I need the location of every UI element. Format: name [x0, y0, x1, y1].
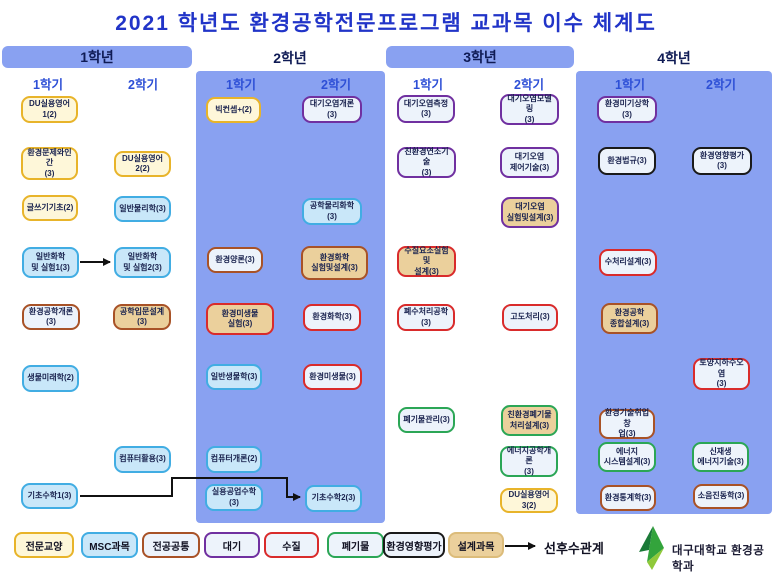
legend-item-eia: 환경영향평가 [383, 532, 445, 558]
legend-item-air: 대기 [204, 532, 260, 558]
legend-item-major: 전공공통 [142, 532, 200, 558]
course-box: 소음진동학(3) [693, 484, 749, 509]
course-box: 일반생물학(3) [206, 364, 262, 390]
year-header-3: 3학년 [386, 46, 574, 68]
course-box: 수처리설계(3) [599, 249, 657, 276]
course-box: DU실용영어1(2) [21, 96, 78, 123]
course-box: 일반물리학(3) [114, 196, 171, 222]
semester-label-y4s1: 1학기 [615, 78, 645, 92]
legend-item-water: 수질 [264, 532, 319, 558]
course-box: 기초수학2(3) [305, 485, 362, 512]
course-box: 환경양론(3) [207, 247, 263, 273]
course-box: 일반화학 및 실험2(3) [114, 247, 171, 278]
course-box: 환경화학(3) [303, 304, 361, 331]
course-box: 폐기물관리(3) [398, 407, 455, 433]
year-header-3-label: 3학년 [463, 49, 497, 65]
course-box: 수질요소실험및 설계(3) [397, 246, 456, 277]
year-header-4: 4학년 [657, 50, 691, 66]
semester-label-y4s2: 2학기 [706, 78, 736, 92]
course-box: 고도처리(3) [502, 304, 558, 331]
course-box: 컴퓨터개론(2) [206, 446, 262, 473]
page-title: 2021 학년도 환경공학전문프로그램 교과목 이수 체계도 [115, 12, 657, 35]
course-box: 환경문제와인간 (3) [21, 147, 78, 180]
semester-label-y2s1: 1학기 [226, 78, 256, 92]
course-box: 공학물리화학(3) [302, 198, 362, 225]
year-header-1-label: 1학년 [80, 49, 114, 65]
semester-label-y1s1: 1학기 [33, 78, 63, 92]
university-department-name: 대구대학교 환경공학과 [672, 545, 765, 573]
course-box: 빅컨셉+(2) [206, 97, 261, 123]
course-box: 환경법규(3) [598, 147, 656, 175]
course-box: 글쓰기기초(2) [22, 195, 78, 221]
course-box: 환경영향평가(3) [692, 147, 752, 175]
course-box: 대기오염개론(3) [302, 96, 362, 123]
course-box: 대기오염모델링 (3) [500, 94, 559, 125]
course-box: 생물미래학(2) [22, 365, 79, 392]
course-box: 실용공업수학(3) [205, 484, 263, 511]
course-box: 환경화학 실험및설계(3) [301, 246, 368, 280]
year-header-1: 1학년 [2, 46, 192, 68]
prerequisite-relation-label: 선후수관계 [544, 541, 604, 556]
year-header-2: 2학년 [273, 50, 307, 66]
course-box: 대기오염측정(3) [397, 95, 455, 123]
course-box: 일반화학 및 실험1(3) [22, 247, 79, 278]
course-box: 기초수학1(3) [21, 483, 78, 509]
course-box: 환경미생물 실험(3) [206, 303, 274, 335]
course-box: 환경기술취업창 업(3) [599, 408, 655, 439]
legend-item-design: 설계과목 [448, 532, 504, 558]
course-box: 신재생 에너지기술(3) [692, 442, 749, 472]
semester-label-y1s2: 2학기 [128, 78, 158, 92]
course-box: 환경공학 종합설계(3) [601, 303, 658, 334]
course-box: 환경미기상학(3) [597, 96, 657, 123]
course-box: 에너지공학개론 (3) [500, 446, 558, 477]
course-box: 환경미생물(3) [303, 364, 362, 390]
legend-item-msc: MSC과목 [81, 532, 138, 558]
course-box: 친환경폐기물 처리설계(3) [501, 405, 558, 436]
course-box: 친환경연소기술 (3) [397, 147, 456, 178]
course-box: 컴퓨터활용(3) [114, 446, 171, 473]
legend-arrow-icon [505, 542, 536, 550]
course-box: 에너지 시스템설계(3) [598, 442, 656, 472]
course-box: 토양지하수오염 (3) [693, 358, 750, 390]
course-box: 환경공학개론(3) [22, 304, 80, 330]
semester-label-y2s2: 2학기 [321, 78, 351, 92]
course-box: 폐수처리공학(3) [397, 304, 455, 331]
course-box: 대기오염 실험및설계(3) [501, 197, 559, 228]
university-logo-icon [639, 526, 664, 570]
course-box: 대기오염 제어기술(3) [500, 147, 559, 178]
course-box: DU실용영어3(2) [500, 488, 558, 513]
legend-item-liberal: 전문교양 [14, 532, 74, 558]
semester-label-y3s2: 2학기 [514, 78, 544, 92]
year4-panel [576, 71, 772, 514]
course-box: DU실용영어2(2) [114, 151, 171, 177]
semester-label-y3s1: 1학기 [413, 78, 443, 92]
course-box: 환경통계학(3) [600, 485, 656, 511]
legend-item-waste: 폐기물 [327, 532, 384, 558]
course-box: 공학입문설계(3) [113, 304, 171, 330]
